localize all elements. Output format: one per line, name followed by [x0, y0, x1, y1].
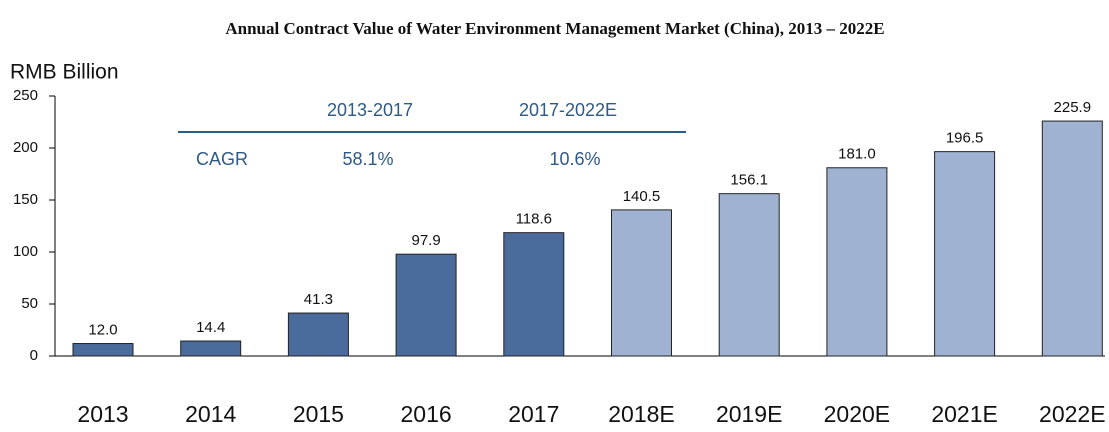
bar [934, 151, 996, 357]
chart-title: Annual Contract Value of Water Environme… [225, 19, 884, 38]
cagr-header: 2017-2022E [519, 100, 617, 120]
cagr-header: 2013-2017 [327, 100, 413, 120]
data-label: 14.4 [196, 319, 225, 336]
y-axis-label: RMB Billion [10, 61, 119, 84]
y-tick-label: 50 [21, 295, 38, 312]
data-label: 140.5 [623, 188, 661, 205]
y-tick-label: 250 [13, 87, 38, 104]
bar [180, 340, 242, 357]
cagr-rate: 58.1% [342, 149, 393, 169]
x-tick-label: 2018E [608, 401, 675, 427]
data-label: 156.1 [730, 172, 768, 189]
data-label: 181.0 [838, 146, 876, 163]
bar [1041, 120, 1103, 357]
bar [287, 312, 349, 357]
bar [503, 232, 565, 357]
x-tick-label: 2022E [1039, 401, 1106, 427]
bar [826, 167, 888, 357]
y-tick-label: 200 [13, 139, 38, 156]
cagr-label: CAGR [196, 149, 248, 169]
data-label: 41.3 [304, 291, 333, 308]
y-tick-label: 100 [13, 243, 38, 260]
x-tick-label: 2016 [401, 401, 452, 427]
cagr-rate: 10.6% [549, 149, 600, 169]
x-tick-label: 2017 [508, 401, 559, 427]
y-tick-label: 150 [13, 191, 38, 208]
bar [718, 193, 780, 357]
x-tick-label: 2021E [931, 401, 998, 427]
x-tick-label: 2015 [293, 401, 344, 427]
data-label: 225.9 [1054, 99, 1092, 116]
bar [611, 209, 672, 357]
y-tick-label: 0 [30, 347, 38, 364]
bar [72, 343, 134, 357]
data-label: 196.5 [946, 130, 984, 147]
x-tick-label: 2013 [77, 401, 128, 427]
x-tick-label: 2020E [824, 401, 891, 427]
data-label: 118.6 [516, 211, 552, 228]
x-tick-label: 2019E [716, 401, 783, 427]
data-label: 12.0 [88, 321, 117, 338]
data-label: 97.9 [411, 232, 440, 249]
bar [395, 253, 457, 357]
x-tick-label: 2014 [185, 401, 236, 427]
